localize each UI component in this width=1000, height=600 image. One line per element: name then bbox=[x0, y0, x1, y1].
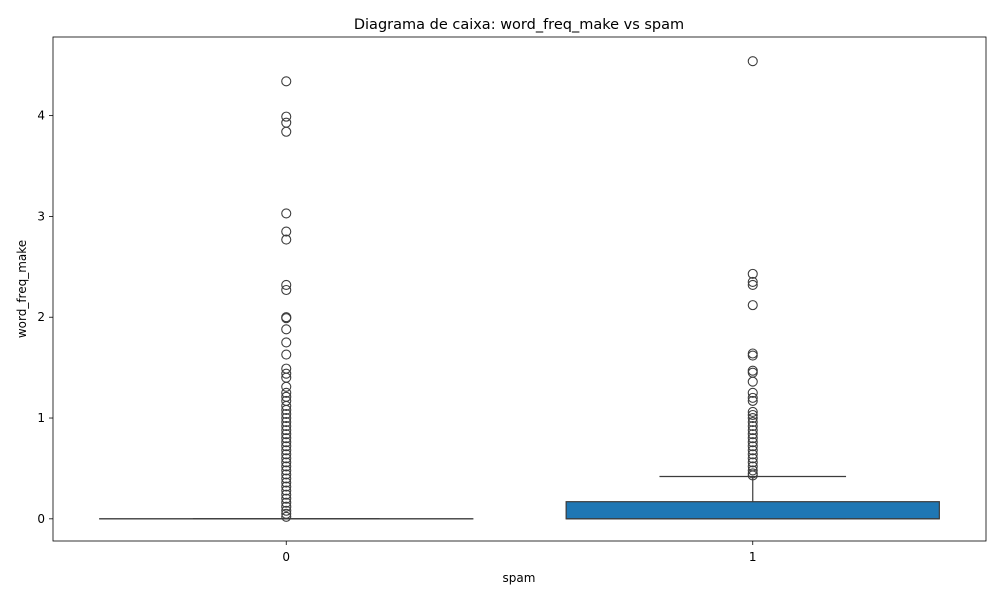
outlier-point bbox=[281, 457, 292, 468]
boxes-layer bbox=[99, 56, 940, 522]
outlier-point bbox=[281, 497, 292, 508]
outlier-point bbox=[281, 437, 292, 448]
plot-frame bbox=[52, 36, 987, 542]
box-group-0 bbox=[99, 76, 474, 522]
outlier-point bbox=[281, 481, 292, 492]
outlier-point bbox=[281, 489, 292, 500]
outlier-point bbox=[281, 465, 292, 476]
outlier-point bbox=[281, 453, 292, 464]
outlier-point bbox=[281, 412, 292, 424]
outlier-point bbox=[747, 406, 758, 418]
outlier-point bbox=[747, 465, 758, 476]
outlier-point bbox=[747, 409, 758, 421]
outlier-point bbox=[747, 470, 758, 481]
outlier-point bbox=[281, 111, 292, 122]
outlier-point bbox=[281, 493, 292, 504]
outlier-point bbox=[281, 425, 292, 436]
y-tick-label: 3 bbox=[37, 209, 45, 223]
outlier-point bbox=[747, 421, 758, 432]
outlier-point bbox=[747, 276, 758, 287]
y-axis: 0 1 2 3 4 bbox=[37, 109, 53, 526]
outlier-point bbox=[281, 417, 292, 428]
outlier-point bbox=[281, 208, 292, 219]
outlier-point bbox=[281, 501, 292, 512]
outlier-point bbox=[281, 469, 292, 480]
box-group-1 bbox=[565, 56, 940, 520]
outlier-point bbox=[281, 408, 292, 420]
outlier-point bbox=[747, 425, 758, 436]
outlier-point bbox=[281, 76, 292, 87]
outlier-point bbox=[281, 485, 292, 496]
chart-title: Diagrama de caixa: word_freq_make vs spa… bbox=[354, 17, 684, 33]
outlier-point bbox=[747, 387, 758, 398]
outlier-point bbox=[747, 367, 758, 378]
x-axis-title: spam bbox=[503, 571, 536, 585]
outlier-point bbox=[281, 433, 292, 444]
outlier-point bbox=[747, 457, 758, 468]
outlier-point bbox=[747, 412, 758, 424]
outlier-point bbox=[281, 279, 292, 291]
outlier-point bbox=[281, 234, 292, 245]
outlier-point bbox=[281, 226, 292, 237]
outlier-point bbox=[747, 449, 758, 460]
outlier-point bbox=[747, 392, 758, 403]
outlier-point bbox=[747, 348, 758, 359]
outlier-point bbox=[747, 429, 758, 440]
outlier-point bbox=[747, 376, 758, 387]
outlier-point bbox=[747, 56, 758, 67]
outlier-point bbox=[281, 511, 292, 522]
outlier-point bbox=[281, 284, 292, 296]
y-axis-title: word_freq_make bbox=[15, 240, 29, 338]
outlier-point bbox=[747, 268, 758, 279]
outlier-point bbox=[281, 313, 292, 324]
outlier-point bbox=[281, 400, 292, 411]
y-tick-label: 2 bbox=[37, 310, 45, 324]
outlier-point bbox=[281, 387, 292, 398]
outlier-point bbox=[281, 337, 292, 348]
outlier-point bbox=[281, 429, 292, 440]
outlier-point bbox=[281, 473, 292, 484]
outlier-point bbox=[281, 324, 292, 335]
outlier-point bbox=[747, 441, 758, 452]
outlier-point bbox=[747, 417, 758, 428]
x-tick-label: 1 bbox=[749, 550, 757, 564]
y-tick-label: 4 bbox=[37, 109, 45, 123]
outlier-point bbox=[747, 433, 758, 444]
outlier-point bbox=[747, 453, 758, 464]
outlier-point bbox=[281, 477, 292, 488]
outlier-point bbox=[281, 505, 292, 516]
outlier-point bbox=[281, 449, 292, 460]
outlier-point bbox=[747, 365, 758, 376]
y-tick-label: 0 bbox=[37, 512, 45, 526]
x-tick-label: 0 bbox=[282, 550, 290, 564]
outlier-point bbox=[281, 404, 292, 416]
outlier-point bbox=[747, 300, 758, 311]
outlier-point bbox=[281, 381, 292, 392]
outlier-point bbox=[747, 445, 758, 456]
outlier-point bbox=[747, 350, 758, 361]
outlier-point bbox=[281, 441, 292, 452]
box bbox=[565, 501, 940, 520]
outlier-point bbox=[281, 421, 292, 432]
outlier-point bbox=[747, 279, 758, 291]
outlier-point bbox=[281, 461, 292, 472]
outlier-point bbox=[281, 368, 292, 379]
outlier-point bbox=[281, 349, 292, 360]
outlier-point bbox=[281, 117, 292, 128]
outlier-point bbox=[281, 508, 292, 519]
outlier-point bbox=[747, 395, 758, 406]
outlier-point bbox=[281, 445, 292, 456]
outlier-point bbox=[747, 437, 758, 448]
y-tick-label: 1 bbox=[37, 411, 45, 425]
outlier-point bbox=[281, 126, 292, 137]
